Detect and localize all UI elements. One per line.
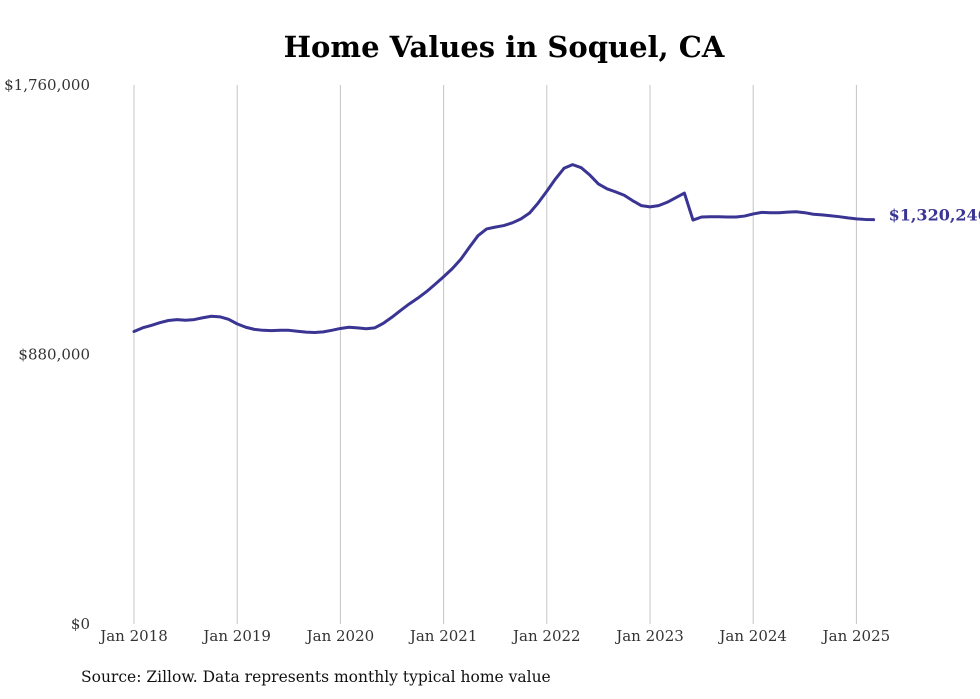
- x-tick-label: Jan 2025: [821, 627, 891, 645]
- source-note: Source: Zillow. Data represents monthly …: [81, 668, 551, 686]
- series-layer: $1,320,246: [132, 163, 980, 334]
- chart-title: Home Values in Soquel, CA: [283, 30, 725, 64]
- y-tick-label: $0: [71, 615, 90, 633]
- x-tick-label: Jan 2021: [408, 627, 478, 645]
- end-value-label: $1,320,246: [889, 206, 980, 225]
- x-axis: Jan 2018 Jan 2019 Jan 2020 Jan 2021 Jan 2022…: [98, 627, 890, 645]
- x-tick-label: Jan 2022: [511, 627, 581, 645]
- x-tick-label: Jan 2024: [717, 627, 787, 645]
- y-tick-label: $880,000: [18, 346, 90, 364]
- x-tick-label: Jan 2023: [614, 627, 684, 645]
- x-tick-label: Jan 2020: [305, 627, 375, 645]
- x-tick-label: Jan 2018: [98, 627, 168, 645]
- y-tick-label: $1,760,000: [4, 76, 90, 94]
- gridlines: [133, 85, 857, 624]
- series-line: [132, 163, 876, 334]
- x-tick-label: Jan 2019: [201, 627, 271, 645]
- y-axis: $0 $880,000 $1,760,000: [4, 76, 90, 633]
